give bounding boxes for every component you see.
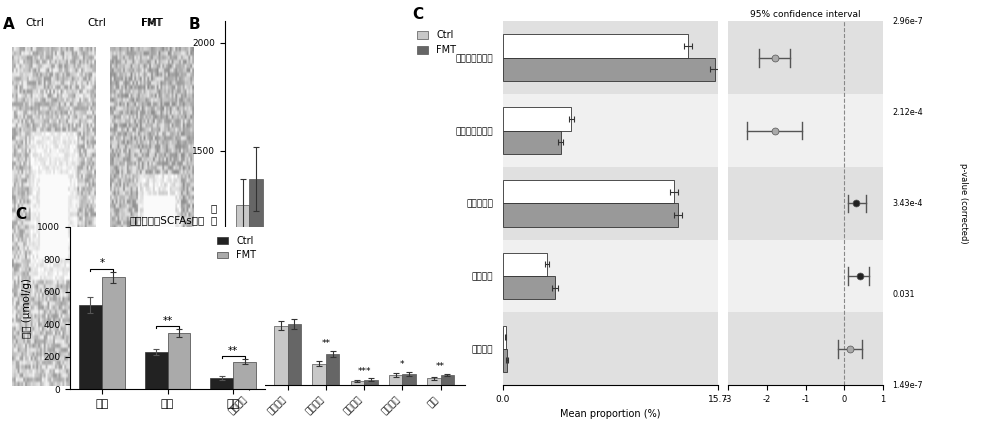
Text: **: ** — [321, 339, 330, 348]
Bar — [145, 352, 168, 389]
Legend: Ctrl, FMT: Ctrl, FMT — [213, 232, 260, 265]
Bar — [274, 326, 288, 385]
Text: Ctrl: Ctrl — [26, 18, 44, 28]
Bar — [728, 94, 883, 167]
Bar — [503, 276, 555, 299]
Text: **: ** — [162, 316, 173, 326]
Text: 1.49e-7: 1.49e-7 — [892, 380, 923, 390]
Text: B: B — [189, 17, 201, 32]
Bar — [503, 131, 561, 154]
Text: C: C — [413, 7, 424, 22]
Text: *: * — [400, 360, 405, 369]
Text: p-value (corrected): p-value (corrected) — [959, 163, 968, 244]
Bar — [503, 180, 674, 203]
Text: 数
量: 数 量 — [211, 203, 217, 225]
Bar — [389, 375, 402, 385]
Bar — [102, 277, 125, 389]
Text: FMT: FMT — [141, 18, 162, 28]
Bar — [288, 324, 301, 385]
Bar — [728, 167, 883, 240]
Bar — [249, 179, 263, 428]
Bar — [503, 94, 718, 167]
Text: FMT: FMT — [142, 18, 163, 28]
Text: 2.12e-4: 2.12e-4 — [892, 108, 923, 117]
Bar — [249, 0, 263, 385]
Bar — [728, 21, 883, 94]
Bar — [351, 380, 364, 385]
Text: **: ** — [436, 362, 445, 371]
Bar — [233, 362, 256, 389]
Legend: Ctrl, FMT: Ctrl, FMT — [413, 26, 460, 59]
Text: ***: *** — [357, 366, 371, 375]
Bar — [503, 326, 506, 349]
Text: A: A — [3, 17, 14, 32]
Bar — [79, 305, 102, 389]
X-axis label: Mean proportion (%): Mean proportion (%) — [560, 410, 661, 419]
Bar — [728, 240, 883, 312]
Bar — [503, 240, 718, 312]
Bar — [503, 35, 688, 58]
Text: 2.96e-7: 2.96e-7 — [892, 17, 923, 26]
Bar — [312, 364, 326, 385]
Bar — [326, 354, 339, 385]
Text: C: C — [15, 207, 27, 222]
Bar — [503, 253, 547, 276]
Text: 0.031: 0.031 — [892, 290, 915, 299]
Bar — [402, 374, 416, 385]
Bar — [441, 375, 454, 385]
Text: *: * — [99, 258, 104, 268]
Bar — [427, 378, 441, 385]
Bar — [503, 58, 715, 81]
Bar — [503, 349, 507, 372]
Bar — [236, 0, 249, 385]
Bar — [503, 21, 718, 94]
Text: 3.43e-4: 3.43e-4 — [892, 199, 923, 208]
Bar — [503, 203, 678, 226]
Text: **: ** — [228, 346, 238, 356]
Title: 95% confidence interval: 95% confidence interval — [750, 10, 861, 19]
Y-axis label: 浓度 (μmol/g): 浓度 (μmol/g) — [22, 278, 32, 338]
Bar — [503, 167, 718, 240]
Bar — [503, 312, 718, 385]
Bar — [728, 312, 883, 385]
Bar — [210, 378, 233, 389]
Text: Ctrl: Ctrl — [88, 18, 106, 28]
Bar — [168, 333, 190, 389]
Bar — [503, 107, 571, 131]
Title: 结肠内容物SCFAs浓度: 结肠内容物SCFAs浓度 — [130, 215, 205, 225]
Bar — [236, 205, 249, 428]
Bar — [364, 380, 378, 385]
